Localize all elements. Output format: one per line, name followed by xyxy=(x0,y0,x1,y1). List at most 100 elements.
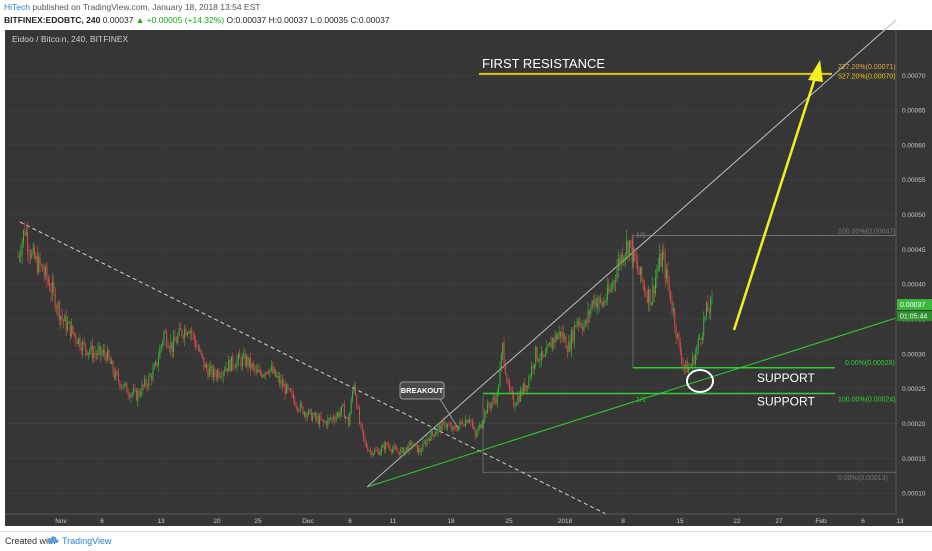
candle xyxy=(58,299,60,326)
candle xyxy=(67,315,69,333)
candle xyxy=(595,297,597,309)
candle xyxy=(327,414,329,430)
support-label-upper: SUPPORT xyxy=(757,371,815,385)
candle xyxy=(275,368,276,378)
candle xyxy=(476,429,478,438)
candle xyxy=(118,367,120,385)
candle xyxy=(345,415,347,424)
candle xyxy=(287,382,289,393)
candle xyxy=(602,296,604,308)
candle xyxy=(316,412,318,422)
grid-lines xyxy=(5,30,901,514)
candle xyxy=(243,347,245,359)
candle xyxy=(62,318,64,329)
candle xyxy=(458,425,460,432)
candle xyxy=(129,391,131,399)
time-tick-label: 25 xyxy=(505,518,513,525)
candle xyxy=(51,272,53,302)
price-axis[interactable]: 0.00010 0.00015 0.00020 0.00025 0.00030 0.000… xyxy=(895,30,932,514)
candle xyxy=(663,242,665,260)
candle xyxy=(336,411,338,419)
candle xyxy=(354,381,356,396)
candle xyxy=(401,446,403,453)
candle xyxy=(120,384,122,391)
candle xyxy=(302,405,304,416)
candle xyxy=(460,421,462,424)
candle xyxy=(671,294,673,315)
candle xyxy=(45,263,47,280)
candle xyxy=(411,439,413,451)
candle xyxy=(620,252,622,271)
candle xyxy=(368,450,370,453)
candle xyxy=(515,401,517,406)
candle xyxy=(610,282,612,293)
candle xyxy=(228,355,230,372)
candle xyxy=(500,352,502,373)
candle xyxy=(644,279,646,298)
candle xyxy=(630,239,632,249)
candle xyxy=(138,388,140,397)
candle xyxy=(546,340,548,354)
candle xyxy=(393,443,395,453)
candle xyxy=(353,383,355,395)
candle xyxy=(420,447,422,456)
candle xyxy=(146,383,148,392)
candle xyxy=(123,380,125,391)
candle xyxy=(467,419,469,424)
candle xyxy=(409,439,411,447)
candle xyxy=(652,276,654,307)
candle xyxy=(219,372,221,379)
candle xyxy=(335,411,337,423)
candle xyxy=(164,327,166,334)
candle xyxy=(488,400,490,410)
candle xyxy=(544,348,546,357)
candle xyxy=(489,402,491,414)
candle xyxy=(126,381,128,394)
candle xyxy=(444,419,446,430)
candle xyxy=(679,336,681,356)
candle xyxy=(448,420,450,426)
candle xyxy=(160,343,162,353)
candle xyxy=(514,401,516,411)
plot-area[interactable] xyxy=(5,30,932,526)
candle xyxy=(633,246,634,269)
candle xyxy=(107,345,108,362)
candle xyxy=(605,294,607,306)
candle xyxy=(108,348,110,360)
candle xyxy=(492,391,494,407)
candle xyxy=(239,349,241,359)
candle xyxy=(140,388,142,399)
time-tick-label: 6 xyxy=(100,518,104,525)
candle xyxy=(23,229,24,248)
candle xyxy=(210,360,212,375)
candle xyxy=(84,342,86,357)
author-link[interactable]: HiTech xyxy=(4,2,30,12)
candle xyxy=(21,238,23,264)
ratio-label-top: 1/1 xyxy=(636,232,646,239)
candle xyxy=(270,359,272,373)
candle xyxy=(529,373,531,379)
candle xyxy=(225,362,227,373)
candle xyxy=(367,443,369,453)
candle xyxy=(379,449,381,456)
candle xyxy=(433,433,435,441)
candle xyxy=(202,353,203,360)
time-tick-label: 2018 xyxy=(558,518,573,525)
candle xyxy=(101,348,103,358)
candle xyxy=(440,422,442,436)
price-chart[interactable]: FIRST RESISTANCE SUPPORT SUPPORT 227.20%… xyxy=(0,0,932,531)
candle xyxy=(24,222,26,237)
time-axis[interactable]: Nov 6 13 20 25 Dec 6 11 18 25 2018 8 15 22 27 Feb 6 13 xyxy=(5,513,932,526)
candle xyxy=(422,439,424,452)
candle xyxy=(564,333,566,343)
candle xyxy=(38,251,40,275)
candle xyxy=(155,359,157,367)
candle xyxy=(532,363,534,374)
candle xyxy=(268,369,270,376)
candle xyxy=(347,414,349,429)
candle xyxy=(538,358,539,363)
candle xyxy=(276,372,278,378)
tradingview-link[interactable]: TradingView xyxy=(62,536,112,546)
price-tick-label: 0.00045 xyxy=(902,247,926,254)
candle xyxy=(89,348,91,357)
